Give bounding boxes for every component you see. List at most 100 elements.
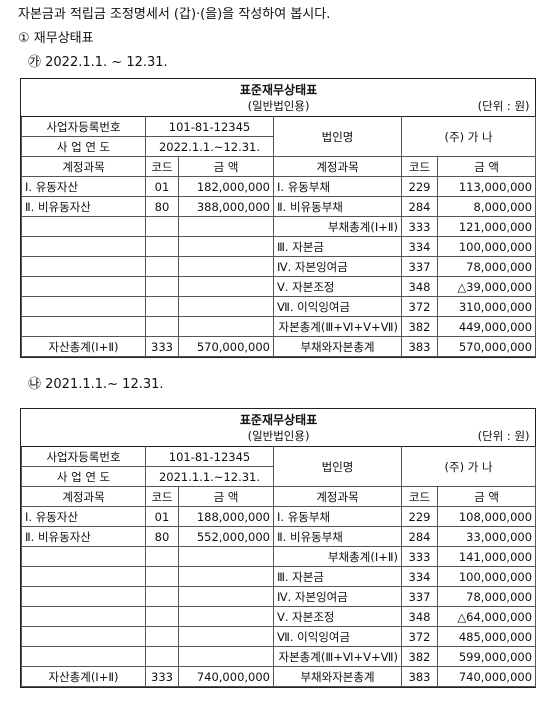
balance-sheet-2022: 표준재무상태표 (일반법인용) (단위 : 원) 사업자등록번호 101-81-1234… (20, 78, 537, 358)
asset-amount (178, 546, 274, 567)
total-assets-amount: 740,000,000 (178, 666, 274, 687)
asset-code (145, 216, 179, 237)
liability-equity-account: Ⅱ. 비유동부채 (273, 526, 402, 547)
liability-equity-account: Ⅳ. 자본잉여금 (273, 256, 402, 277)
header-amount: 금 액 (436, 156, 537, 177)
table-row: 부채총계(Ⅰ+Ⅱ) 333 141,000,000 (21, 546, 537, 567)
period-label-2021: ㉯ 2021.1.1.~ 12.31. (28, 377, 164, 392)
corp-name-value: (주) 가 나 (400, 116, 537, 157)
asset-code (145, 626, 179, 647)
fiscal-year-value: 2022.1.1.~12.31. (145, 136, 274, 157)
liability-equity-code: 334 (401, 236, 438, 257)
total-liabilities-equity-code: 383 (401, 336, 438, 357)
asset-account (21, 606, 146, 627)
corp-name-label: 법인명 (273, 116, 402, 157)
table-row: Ⅲ. 자본금 334 100,000,000 (21, 566, 537, 587)
total-liabilities-equity-code: 383 (401, 666, 438, 687)
table-row: Ⅱ. 비유동자산 80 388,000,000 Ⅱ. 비유동부채 284 8,000,00… (21, 196, 537, 217)
asset-code (145, 546, 179, 567)
table-row: Ⅴ. 자본조정 348 △64,000,000 (21, 606, 537, 627)
table-row: Ⅳ. 자본잉여금 337 78,000,000 (21, 586, 537, 607)
table-row: Ⅰ. 유동자산 01 182,000,000 Ⅰ. 유동부채 229 113,000,00… (21, 176, 537, 197)
liability-equity-account: 자본총계(Ⅲ+Ⅵ+Ⅴ+Ⅶ) (273, 646, 402, 667)
fiscal-year-value: 2021.1.1.~12.31. (145, 466, 274, 487)
sheet-title: 표준재무상태표 (239, 413, 318, 427)
asset-account (21, 236, 146, 257)
table-row: Ⅶ. 이익잉여금 372 310,000,000 (21, 296, 537, 317)
liability-equity-account: Ⅲ. 자본금 (273, 566, 402, 587)
asset-code (145, 236, 179, 257)
asset-account (21, 256, 146, 277)
liability-equity-account: Ⅱ. 비유동부채 (273, 196, 402, 217)
asset-account (21, 586, 146, 607)
liability-equity-amount: 100,000,000 (436, 236, 537, 257)
total-liabilities-equity-label: 부채와자본총계 (273, 666, 402, 687)
liability-equity-amount: 113,000,000 (436, 176, 537, 197)
liability-equity-amount: 8,000,000 (436, 196, 537, 217)
asset-amount (178, 566, 274, 587)
header-amount: 금 액 (178, 486, 274, 507)
period-label-2022: ㉮ 2022.1.1. ~ 12.31. (28, 55, 168, 70)
header-code: 코드 (145, 486, 179, 507)
asset-account (21, 566, 146, 587)
corp-name-value: (주) 가 나 (400, 446, 537, 487)
asset-account (21, 646, 146, 667)
asset-code (145, 586, 179, 607)
balance-sheet-2021: 표준재무상태표 (일반법인용) (단위 : 원) 사업자등록번호 101-81-1234… (20, 408, 537, 688)
asset-account: Ⅰ. 유동자산 (21, 176, 146, 197)
liability-equity-account: Ⅰ. 유동부채 (273, 176, 402, 197)
asset-amount: 188,000,000 (178, 506, 274, 527)
liability-equity-code: 348 (401, 606, 438, 627)
liability-equity-code: 333 (401, 216, 438, 237)
table-row: Ⅴ. 자본조정 348 △39,000,000 (21, 276, 537, 297)
liability-equity-account: Ⅲ. 자본금 (273, 236, 402, 257)
liability-equity-code: 229 (401, 176, 438, 197)
asset-code (145, 256, 179, 277)
fiscal-year-label: 사 업 연 도 (21, 466, 146, 487)
table-row: 부채총계(Ⅰ+Ⅱ) 333 121,000,000 (21, 216, 537, 237)
total-liabilities-equity-amount: 570,000,000 (436, 336, 537, 357)
asset-code: 01 (145, 506, 179, 527)
sheet-subtitle: (일반법인용) (247, 429, 310, 443)
asset-account: Ⅰ. 유동자산 (21, 506, 146, 527)
asset-amount (178, 606, 274, 627)
header-account: 계정과목 (273, 156, 402, 177)
liability-equity-code: 382 (401, 646, 438, 667)
asset-account (21, 626, 146, 647)
unit-label: (단위 : 원) (477, 429, 530, 443)
liability-equity-account: 부채총계(Ⅰ+Ⅱ) (273, 546, 402, 567)
total-assets-label: 자산총계(Ⅰ+Ⅱ) (21, 336, 146, 357)
sheet-title: 표준재무상태표 (239, 83, 318, 97)
liability-equity-code: 334 (401, 566, 438, 587)
asset-code (145, 276, 179, 297)
header-account: 계정과목 (21, 486, 146, 507)
liability-equity-code: 333 (401, 546, 438, 567)
asset-code (145, 296, 179, 317)
asset-account (21, 316, 146, 337)
total-assets-amount: 570,000,000 (178, 336, 274, 357)
asset-account (21, 296, 146, 317)
table-row: 자본총계(Ⅲ+Ⅵ+Ⅴ+Ⅶ) 382 599,000,000 (21, 646, 537, 667)
liability-equity-amount: 108,000,000 (436, 506, 537, 527)
liability-equity-account: Ⅴ. 자본조정 (273, 606, 402, 627)
liability-equity-amount: 78,000,000 (436, 256, 537, 277)
asset-amount (178, 296, 274, 317)
header-code: 코드 (401, 156, 438, 177)
asset-amount (178, 216, 274, 237)
asset-code (145, 606, 179, 627)
biz-no-value: 101-81-12345 (145, 116, 274, 137)
header-amount: 금 액 (436, 486, 537, 507)
asset-account (21, 276, 146, 297)
table-row: Ⅱ. 비유동자산 80 552,000,000 Ⅱ. 비유동부채 284 33,000,0… (21, 526, 537, 547)
liability-equity-account: Ⅶ. 이익잉여금 (273, 296, 402, 317)
asset-amount (178, 256, 274, 277)
total-assets-code: 333 (145, 336, 179, 357)
liability-equity-account: 자본총계(Ⅲ+Ⅵ+Ⅴ+Ⅶ) (273, 316, 402, 337)
liability-equity-account: 부채총계(Ⅰ+Ⅱ) (273, 216, 402, 237)
liability-equity-amount: △39,000,000 (436, 276, 537, 297)
liability-equity-account: Ⅳ. 자본잉여금 (273, 586, 402, 607)
asset-account (21, 546, 146, 567)
asset-amount (178, 276, 274, 297)
section-heading: ① 재무상태표 (18, 31, 94, 46)
table-row: Ⅳ. 자본잉여금 337 78,000,000 (21, 256, 537, 277)
